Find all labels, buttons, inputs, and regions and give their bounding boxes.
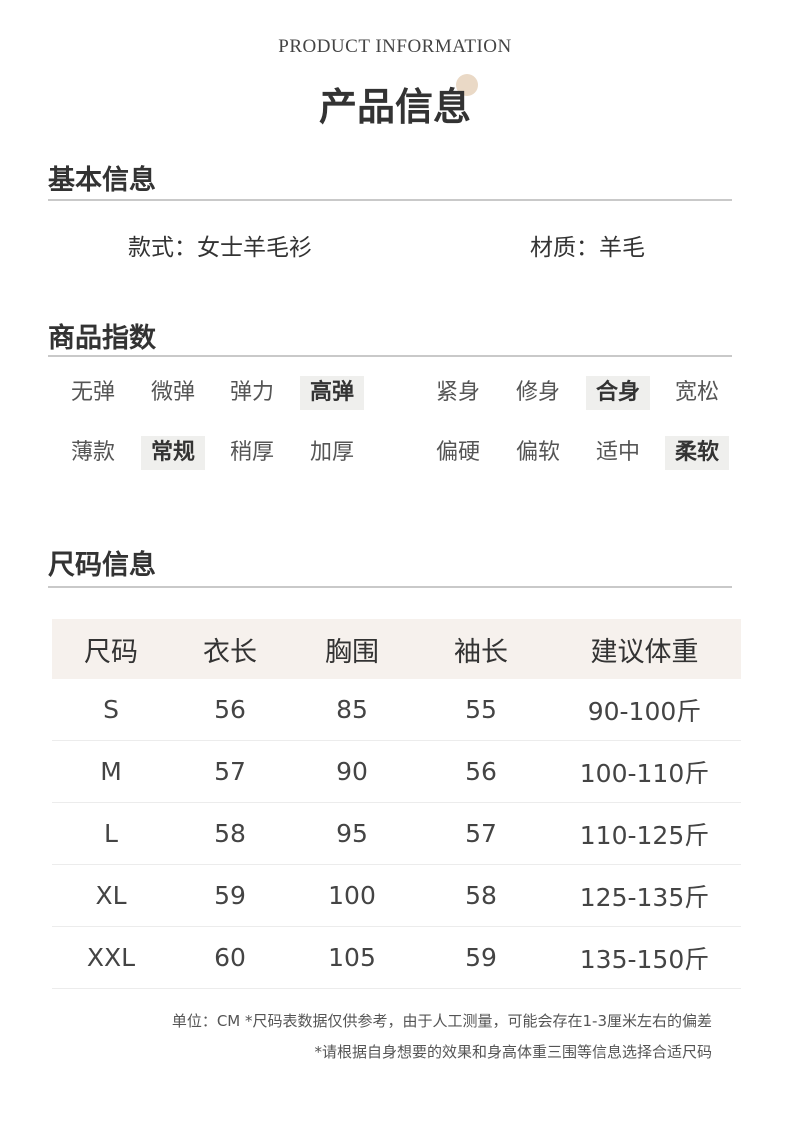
index-tag: 稍厚	[229, 440, 274, 465]
subtitle-en: PRODUCT INFORMATION	[278, 36, 512, 57]
table-cell: 90-100斤	[587, 696, 702, 726]
size-table: 尺码 衣长 胸围 袖长 建议体重 S 56 85 55 90-100斤 M 57 90 56 10…	[52, 619, 741, 989]
table-cell: 59	[214, 881, 246, 910]
page-title: 产品信息	[318, 85, 471, 129]
table-cell: L	[104, 819, 118, 848]
index-tag: 偏硬	[435, 440, 480, 465]
index-tag: 加厚	[309, 440, 354, 465]
section-title-size: 尺码信息	[48, 550, 156, 581]
table-cell: 59	[465, 943, 497, 972]
index-tag-selected: 常规	[141, 436, 205, 470]
header-cell: 衣长	[203, 636, 257, 668]
material-info: 材质：羊毛	[530, 235, 645, 261]
header-cell: 胸围	[325, 636, 379, 668]
index-tag: 无弹	[70, 380, 115, 405]
table-cell: 110-125斤	[579, 820, 710, 850]
table-cell: 100	[328, 881, 376, 910]
table-cell: 55	[465, 695, 497, 724]
index-tag: 适中	[595, 440, 640, 465]
index-tag: 微弹	[150, 380, 195, 405]
table-cell: 85	[336, 695, 368, 724]
header-cell: 袖长	[454, 636, 508, 668]
index-tag: 宽松	[674, 380, 719, 405]
table-cell: XXL	[86, 943, 136, 972]
index-tag: 薄款	[70, 440, 115, 465]
table-cell: 95	[336, 819, 368, 848]
table-row: L 58 95 57 110-125斤	[52, 803, 741, 865]
table-cell: S	[103, 695, 119, 724]
table-cell: 57	[465, 819, 497, 848]
table-cell: 125-135斤	[579, 882, 710, 912]
table-cell: XL	[95, 881, 127, 910]
table-cell: 90	[336, 757, 368, 786]
index-tag-selected: 合身	[586, 376, 650, 410]
divider	[48, 586, 732, 588]
note-advice: *请根据自身想要的效果和身高体重三围等信息选择合适尺码	[314, 1043, 712, 1061]
note-unit: 单位：CM *尺码表数据仅供参考，由于人工测量，可能会存在1-3厘米左右的偏差	[171, 1012, 712, 1030]
style-info: 款式：女士羊毛衫	[128, 235, 312, 261]
index-tag-selected: 柔软	[665, 436, 729, 470]
divider	[48, 355, 732, 357]
table-cell: 57	[214, 757, 246, 786]
index-tag: 偏软	[515, 440, 560, 465]
table-cell: 56	[465, 757, 497, 786]
table-row: XL 59 100 58 125-135斤	[52, 865, 741, 927]
section-title-basic: 基本信息	[48, 165, 156, 196]
table-header: 尺码 衣长 胸围 袖长 建议体重	[52, 619, 741, 679]
table-cell: 58	[214, 819, 246, 848]
decorative-dot	[456, 74, 478, 96]
table-row: M 57 90 56 100-110斤	[52, 741, 741, 803]
divider	[48, 199, 732, 201]
header-cell: 尺码	[84, 636, 138, 668]
table-cell: 105	[328, 943, 376, 972]
index-tag-selected: 高弹	[300, 376, 364, 410]
table-cell: 60	[214, 943, 246, 972]
table-cell: 56	[214, 695, 246, 724]
table-cell: 135-150斤	[579, 944, 710, 974]
section-title-index: 商品指数	[48, 323, 156, 354]
table-row: XXL 60 105 59 135-150斤	[52, 927, 741, 989]
table-cell: 100-110斤	[579, 758, 710, 788]
index-tag: 紧身	[435, 380, 480, 405]
header-cell: 建议体重	[590, 636, 699, 668]
index-tag: 修身	[515, 380, 560, 405]
table-cell: M	[100, 757, 122, 786]
table-cell: 58	[465, 881, 497, 910]
index-tag: 弹力	[229, 380, 274, 405]
table-row: S 56 85 55 90-100斤	[52, 679, 741, 741]
